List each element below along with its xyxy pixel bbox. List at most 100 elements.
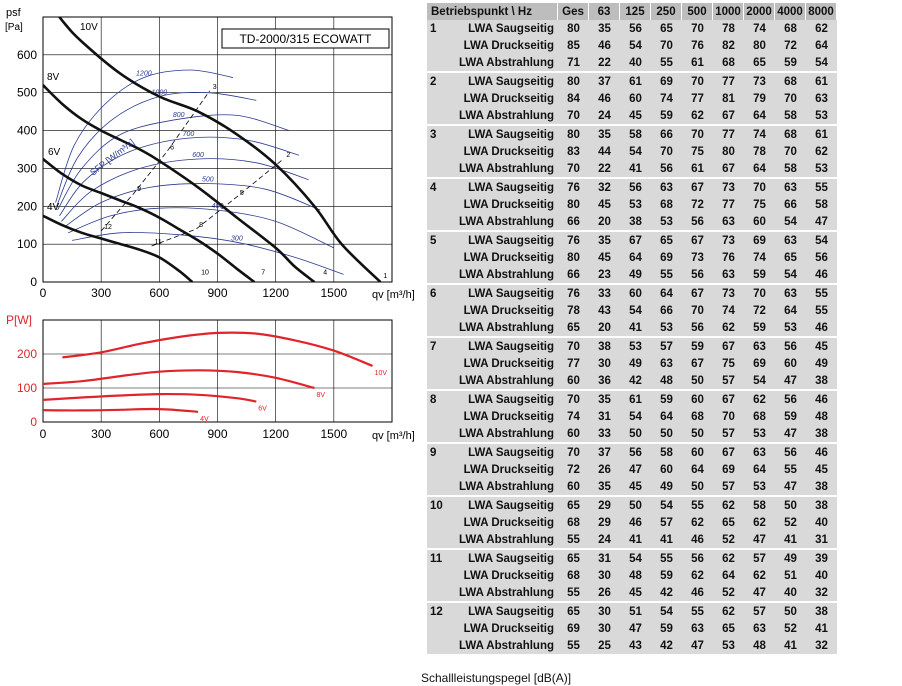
pressure-y-tick-label: 600 [17,48,37,62]
power-x-tick-label: 1500 [320,427,347,441]
table-cell: 41 [806,620,837,637]
table-cell: 48 [744,637,775,656]
table-cell: 69 [744,232,775,249]
table-cell: 60 [558,425,589,444]
table-cell: 62 [682,567,713,584]
table-cell: 36 [589,372,620,391]
table-cell: 58 [620,126,651,143]
table-cell: 30 [589,620,620,637]
table-cell: 43 [620,637,651,656]
table-cell: 50 [775,603,806,620]
measurement-label: LWA Abstrahlung [452,160,558,179]
measurement-label: LWA Druckseitig [452,302,558,319]
operating-point-label: 4 [323,269,327,276]
measurement-label: LWA Druckseitig [452,37,558,54]
table-cell: 77 [713,196,744,213]
table-cell: 35 [589,391,620,408]
table-cell: 54 [775,213,806,232]
table-cell: 50 [682,425,713,444]
table-cell: 70 [682,126,713,143]
operating-point-number [427,372,452,391]
table-cell: 66 [775,196,806,213]
table-cell: 80 [558,249,589,266]
table-cell: 41 [651,531,682,550]
table-cell: 23 [589,266,620,285]
operating-point-number: 12 [427,603,452,620]
table-cell: 46 [806,391,837,408]
power-curve-label: 8V [316,392,325,399]
pressure-x-tick-label: 300 [91,286,111,300]
sfp-line [64,183,321,228]
power-x-tick-label: 0 [40,427,47,441]
table-cell: 55 [651,550,682,567]
operating-point-number: 4 [427,179,452,196]
measurement-label: LWA Druckseitig [452,408,558,425]
table-cell: 57 [651,514,682,531]
table-cell: 26 [589,461,620,478]
operating-point-number [427,514,452,531]
table-cell: 62 [682,107,713,126]
table-cell: 46 [682,584,713,603]
table-cell: 54 [744,372,775,391]
chart-title: TD-2000/315 ECOWATT [239,32,372,46]
table-row: LWA Abstrahlung 55 24 41 41 46 52 47 41 31 [427,531,837,550]
table-row: LWA Druckseitig 78 43 54 66 70 74 72 64 55 [427,302,837,319]
operating-point-number [427,355,452,372]
table-header-500: 500 [682,3,713,20]
table-cell: 73 [744,73,775,90]
table-cell: 64 [682,461,713,478]
table-cell: 60 [651,461,682,478]
voltage-curve-label: 8V [47,72,60,83]
table-cell: 60 [558,478,589,497]
pressure-y-tick-label: 100 [17,237,37,251]
table-cell: 47 [620,461,651,478]
power-curve-label: 4V [200,416,209,423]
table-cell: 71 [558,54,589,73]
table-cell: 47 [806,213,837,232]
table-cell: 63 [775,232,806,249]
system-curve-dashed [151,158,284,247]
table-cell: 69 [713,461,744,478]
pressure-x-tick-label: 1200 [262,286,289,300]
table-cell: 54 [620,408,651,425]
measurement-label: LWA Abstrahlung [452,213,558,232]
table-cell: 70 [682,20,713,37]
measurement-label: LWA Abstrahlung [452,637,558,656]
operating-point-number: 3 [427,126,452,143]
power-chart: 0 100 200 0 300 600 900 1200 1500 P[W] qv [m³/h] 10… [6,313,415,442]
table-cell: 48 [651,372,682,391]
power-y-tick-label: 100 [17,381,37,395]
table-cell: 67 [713,444,744,461]
operating-point-label: 8 [199,222,203,229]
measurement-label: LWA Abstrahlung [452,372,558,391]
table-cell: 69 [744,355,775,372]
table-cell: 75 [713,355,744,372]
table-header-1000: 1000 [713,3,744,20]
table-cell: 57 [744,603,775,620]
power-y-tick-label: 200 [17,347,37,361]
table-cell: 47 [775,425,806,444]
table-cell: 61 [682,54,713,73]
table-cell: 41 [620,160,651,179]
table-cell: 77 [713,73,744,90]
table-cell: 56 [775,444,806,461]
table-cell: 32 [806,584,837,603]
measurement-label: LWA Druckseitig [452,620,558,637]
table-cell: 60 [620,90,651,107]
sound-table-body: 1 LWA Saugseitig 80 35 56 65 70 78 74 68 62 LWA Dru… [427,20,837,656]
table-row: LWA Druckseitig 68 30 48 59 62 64 62 51 40 [427,567,837,584]
table-cell: 68 [775,126,806,143]
power-x-tick-label: 900 [207,427,227,441]
fan-curve-4v [43,214,194,282]
table-cell: 56 [682,550,713,567]
table-cell: 31 [589,550,620,567]
table-cell: 70 [651,143,682,160]
table-cell: 66 [651,126,682,143]
table-cell: 53 [806,107,837,126]
measurement-label: LWA Druckseitig [452,514,558,531]
table-cell: 56 [620,20,651,37]
fan-curve-10v [57,17,382,282]
voltage-curve-label: 10V [80,22,98,33]
chart-title-box [221,28,390,49]
operating-point-number [427,620,452,637]
